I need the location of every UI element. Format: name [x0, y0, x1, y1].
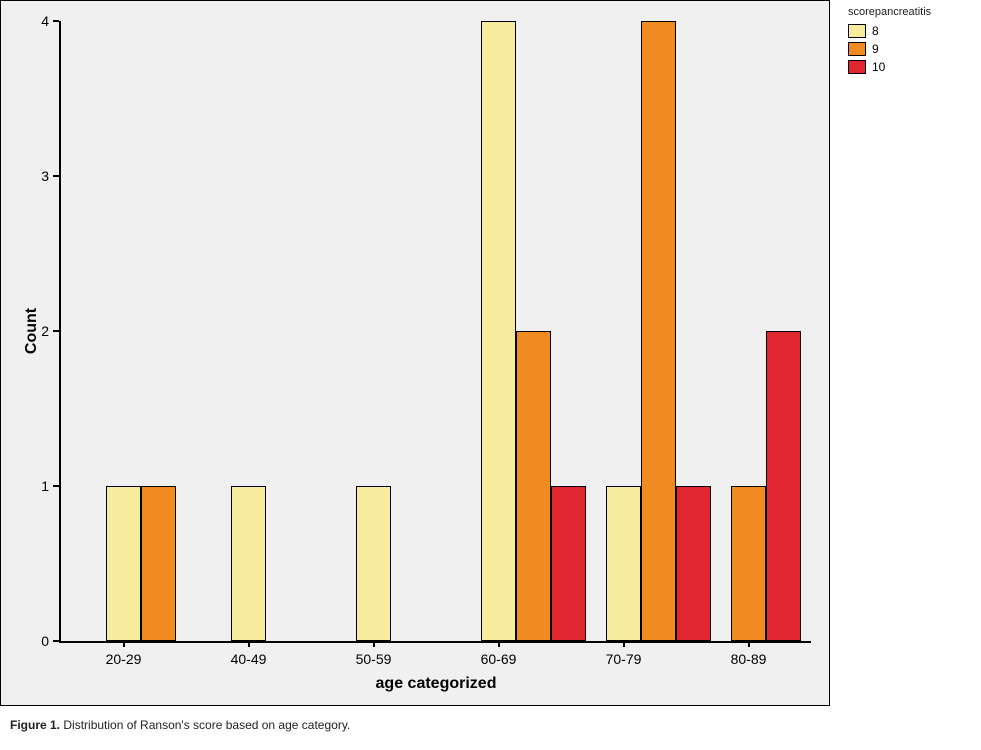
x-tick-label: 50-59: [356, 651, 392, 667]
chart-legend: scorepancreatitis 8910: [848, 6, 968, 76]
figure-caption: Figure 1. Distribution of Ranson's score…: [10, 718, 350, 732]
figure-container: 01234 20-2940-4950-5960-6970-7980-89 Cou…: [0, 0, 981, 750]
x-tick-label: 40-49: [231, 651, 267, 667]
bar: [231, 486, 266, 641]
caption-label: Figure 1.: [10, 718, 60, 732]
bar: [106, 486, 141, 641]
y-axis-title: Count: [23, 308, 41, 354]
legend-label: 10: [872, 58, 885, 76]
y-tick: [53, 20, 59, 22]
bar: [516, 331, 551, 641]
y-tick-label: 4: [1, 13, 49, 29]
bar: [766, 331, 801, 641]
bar: [641, 21, 676, 641]
legend-title: scorepancreatitis: [848, 6, 968, 18]
x-tick-label: 60-69: [481, 651, 517, 667]
y-tick: [53, 485, 59, 487]
chart-plot-area: [61, 21, 811, 641]
y-tick-label: 3: [1, 168, 49, 184]
bar: [141, 486, 176, 641]
y-tick-label: 0: [1, 633, 49, 649]
legend-label: 8: [872, 22, 879, 40]
bar: [481, 21, 516, 641]
legend-swatch: [848, 42, 866, 56]
legend-item: 8: [848, 22, 968, 40]
x-axis-title: age categorized: [61, 675, 811, 693]
caption-text: Distribution of Ranson's score based on …: [63, 718, 350, 732]
y-tick: [53, 330, 59, 332]
x-tick: [748, 641, 750, 647]
legend-swatch: [848, 60, 866, 74]
legend-item: 10: [848, 58, 968, 76]
x-tick-label: 20-29: [106, 651, 142, 667]
x-tick-label: 70-79: [606, 651, 642, 667]
bar: [676, 486, 711, 641]
y-axis-line: [59, 21, 61, 641]
bar: [606, 486, 641, 641]
x-tick: [498, 641, 500, 647]
y-tick: [53, 175, 59, 177]
bar: [731, 486, 766, 641]
bar: [551, 486, 586, 641]
x-tick: [623, 641, 625, 647]
y-tick-label: 1: [1, 478, 49, 494]
x-tick: [373, 641, 375, 647]
x-tick: [123, 641, 125, 647]
x-tick-label: 80-89: [731, 651, 767, 667]
chart-outer-frame: 01234 20-2940-4950-5960-6970-7980-89 Cou…: [0, 0, 830, 706]
bar: [356, 486, 391, 641]
legend-item: 9: [848, 40, 968, 58]
legend-label: 9: [872, 40, 879, 58]
x-tick: [248, 641, 250, 647]
x-axis-line: [59, 641, 811, 643]
y-tick: [53, 640, 59, 642]
legend-swatch: [848, 24, 866, 38]
